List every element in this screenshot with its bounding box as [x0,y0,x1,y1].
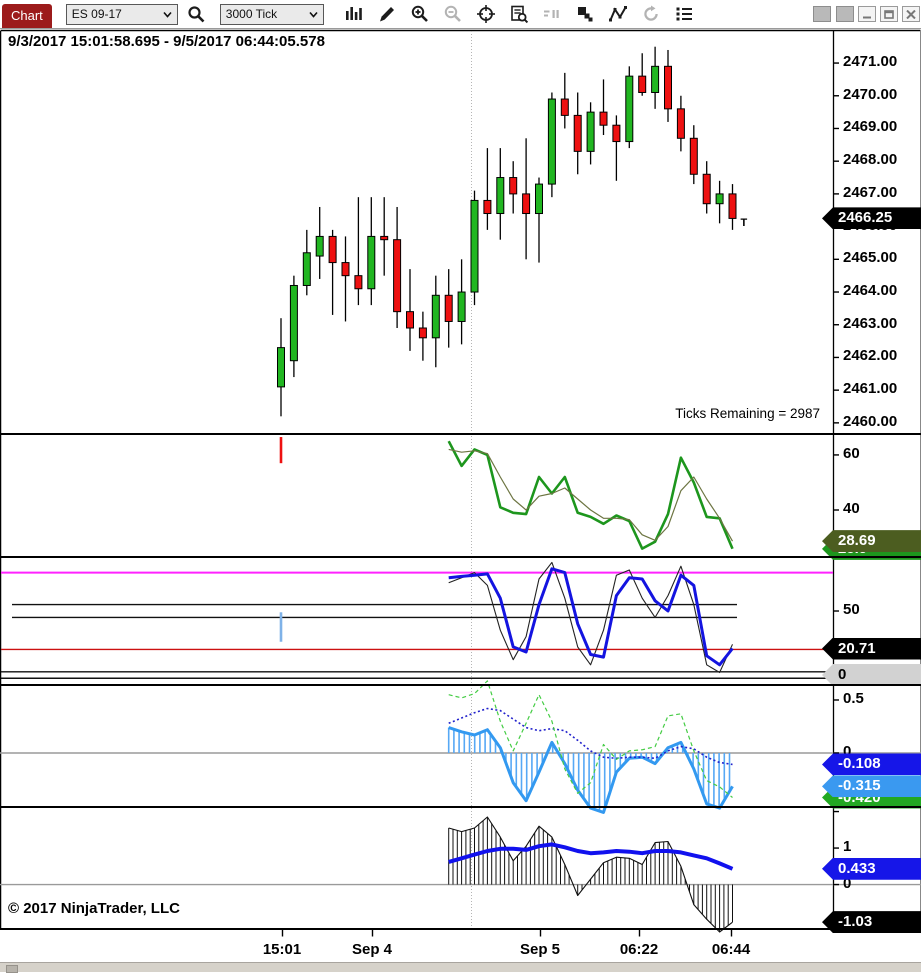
candle-up [315,235,324,257]
candle-down [664,65,672,110]
candle-up [470,199,479,293]
candle-down [702,173,711,205]
candle-up [289,284,298,362]
candle-up [457,291,466,322]
candle-down [599,111,608,126]
candle-up [496,177,505,215]
upper-line [448,680,733,798]
window-controls [808,6,920,22]
panel-divider[interactable] [0,928,921,930]
chevron-down-icon [309,11,318,18]
candle-up [431,294,440,339]
toolbar: Chart ES 09-17 3000 Tick [0,0,921,29]
candle-up [651,65,660,93]
interval-selector[interactable]: 3000 Tick [219,3,324,25]
candle-down [689,137,698,175]
candle-down [728,193,737,219]
candle-down [560,98,569,116]
panel-divider[interactable] [0,684,921,686]
candle-up [586,111,595,152]
price-axis[interactable] [833,30,921,930]
chevron-down-icon [163,11,172,18]
drawing-tools-icon[interactable] [376,3,398,25]
candle-down [418,327,427,339]
candle-down [612,124,621,143]
macd-line [448,726,734,814]
chart-style-icon[interactable] [343,3,365,25]
panel-divider[interactable] [0,806,921,808]
candle-down [676,108,685,139]
toolbar-icons [332,3,695,25]
instrument-selector[interactable]: ES 09-17 [65,3,178,25]
panel-divider[interactable] [0,556,921,558]
candle-up [625,75,634,143]
slow-line [448,448,734,542]
candle-down [522,193,531,215]
window-shade-icon[interactable] [813,6,831,22]
candle-down [483,199,492,215]
minimize-button[interactable] [858,6,876,22]
restore-button[interactable] [880,6,898,22]
candle-down [354,275,363,290]
signal-line [448,707,733,766]
close-button[interactable] [902,6,920,22]
candle-down [341,262,350,277]
zigzag-icon[interactable] [607,3,629,25]
zoom-out-icon [442,3,464,25]
bars-pause-icon [541,3,563,25]
range-histogram-envelope [448,816,733,933]
interval-value: 3000 Tick [225,7,278,21]
candle-down [393,239,402,313]
panels-icon[interactable] [574,3,596,25]
candle-up [715,193,724,205]
candle-down [573,114,582,152]
data-box-icon[interactable] [508,3,530,25]
properties-icon[interactable] [673,3,695,25]
candle-down [406,311,414,329]
tab-chart[interactable]: Chart [2,4,52,28]
candle-up [302,252,311,286]
time-axis[interactable] [0,930,921,962]
status-bar [0,962,921,973]
candle-down [444,294,453,322]
candle-up [535,183,543,215]
panel-divider[interactable] [0,433,921,435]
fast-line [447,440,734,550]
candle-down [328,235,337,264]
candle-down [509,177,518,195]
candle-down [638,75,647,93]
candle-down [380,235,389,241]
instrument-value: ES 09-17 [71,7,122,21]
d-line [448,567,734,667]
zoom-in-icon[interactable] [409,3,431,25]
reload-icon [640,3,662,25]
window-shade-icon[interactable] [836,6,854,22]
candle-up [547,98,556,185]
crosshair-icon[interactable] [475,3,497,25]
smooth-line [448,842,734,871]
candle-up [367,235,376,290]
candle-up [277,347,285,388]
search-icon[interactable] [185,3,207,25]
